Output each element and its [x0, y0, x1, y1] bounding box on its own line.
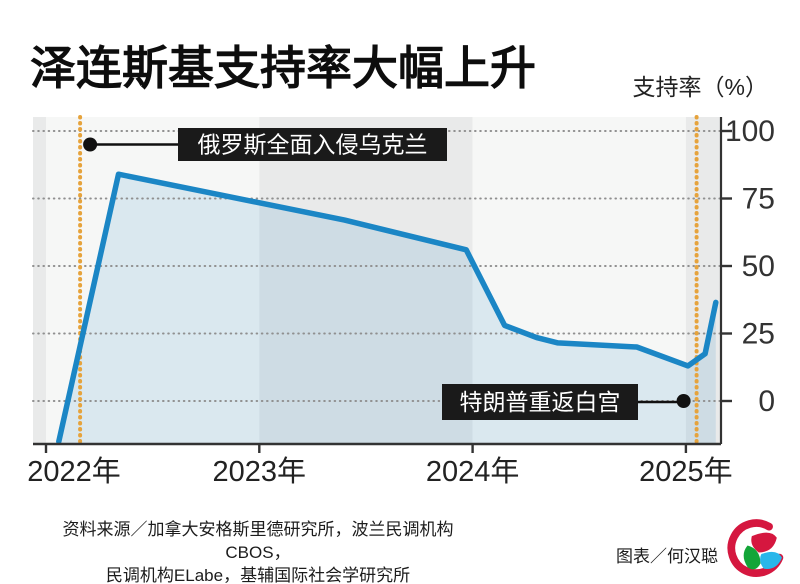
8world-logo — [727, 519, 784, 577]
year-band — [259, 117, 473, 444]
annotation-dot — [676, 394, 691, 408]
y-tick-label: 25 — [742, 318, 775, 351]
y-tick-label: 75 — [742, 183, 775, 216]
annotation-box — [442, 384, 638, 420]
x-tick-label: 2024年 — [426, 455, 520, 488]
source-line-2: 民调机构ELabe，基辅国际社会学研究所 — [105, 566, 411, 584]
x-tick-label: 2023年 — [213, 455, 307, 488]
source-note: 资料来源／加拿大安格斯里德研究所，波兰民调机构CBOS， 民调机构ELabe，基… — [30, 518, 486, 584]
logo-red-petal — [751, 532, 777, 553]
annotation-box — [178, 128, 447, 161]
annotation-dot — [83, 137, 98, 152]
logo-cyan-petal — [760, 551, 782, 570]
x-tick-label: 2022年 — [27, 455, 121, 488]
year-band — [33, 117, 46, 444]
page-title: 泽连斯基支持率大幅上升 — [30, 42, 536, 94]
x-tick-label: 2025年 — [639, 455, 733, 488]
y-tick-label: 0 — [758, 385, 775, 418]
chart-credit: 图表／何汉聪 — [616, 547, 718, 566]
logo-ring — [727, 519, 784, 577]
y-tick-label: 100 — [725, 115, 775, 148]
area-fill — [58, 174, 716, 444]
annotation-label: 特朗普重返白宫 — [460, 389, 621, 415]
year-band — [685, 117, 721, 444]
y-tick-label: 50 — [742, 250, 775, 283]
y-axis-unit-label: 支持率（%） — [632, 74, 768, 100]
source-line-1: 资料来源／加拿大安格斯里德研究所，波兰民调机构CBOS， — [62, 520, 454, 562]
logo-green-petal — [743, 545, 761, 570]
series-line — [56, 171, 719, 445]
annotation-label: 俄罗斯全面入侵乌克兰 — [198, 132, 428, 158]
